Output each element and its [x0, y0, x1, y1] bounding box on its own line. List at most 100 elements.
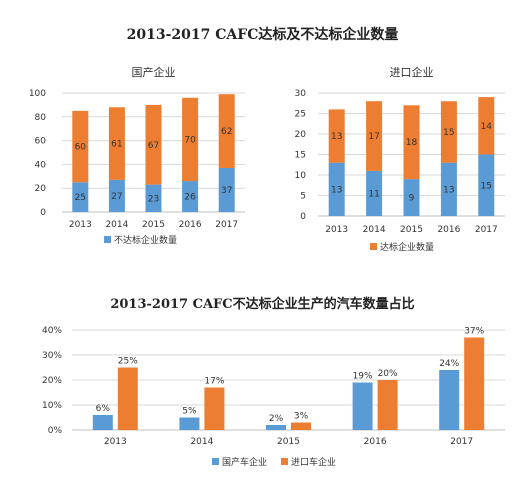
- share-x-tick-label: 2013: [104, 437, 127, 447]
- share-x-tick-label: 2017: [450, 437, 473, 447]
- share-data-label: 25%: [118, 357, 138, 367]
- import-y-tick-label: 10: [295, 171, 307, 181]
- domestic-data-label: 62: [221, 127, 232, 137]
- import-data-label: 14: [481, 122, 493, 132]
- import-bar-lower: [478, 154, 495, 216]
- share-bar-import: [117, 367, 138, 430]
- share-data-label: 37%: [464, 327, 484, 337]
- domestic-data-label: 27: [111, 192, 122, 202]
- import-bar-upper: [478, 97, 495, 155]
- domestic-bar-upper: [145, 104, 162, 185]
- import-chart-title: 进口企业: [390, 65, 434, 79]
- import-x-tick-label: 2015: [400, 225, 423, 235]
- import-data-label: 17: [368, 132, 379, 142]
- share-bar-domestic: [92, 415, 113, 430]
- import-data-label: 13: [443, 185, 454, 195]
- share-data-label: 5%: [182, 407, 197, 417]
- import-data-label: 9: [409, 194, 415, 204]
- domestic-bar-lower: [72, 182, 89, 212]
- bottom-chart-title: 2013-2017 CAFC不达标企业生产的汽车数量占比: [110, 297, 415, 312]
- share-bar-domestic: [179, 417, 200, 430]
- import-data-label: 15: [481, 181, 492, 191]
- share-data-label: 24%: [439, 359, 459, 369]
- domestic-data-label: 26: [184, 193, 196, 203]
- share-y-tick-label: 40%: [42, 326, 62, 336]
- domestic-legend-label: 不达标企业数量: [114, 234, 177, 246]
- domestic-y-tick-label: 0: [40, 208, 46, 218]
- domestic-bar-upper: [218, 94, 235, 168]
- import-bar-lower: [403, 179, 420, 216]
- share-bar-domestic: [352, 382, 373, 430]
- domestic-legend-swatch: [104, 236, 111, 243]
- domestic-bar-lower: [145, 184, 162, 212]
- share-y-tick-label: 10%: [42, 401, 62, 411]
- import-legend-swatch: [370, 243, 377, 250]
- import-bar-upper: [366, 101, 383, 171]
- import-y-tick-label: 30: [295, 89, 307, 99]
- share-x-tick-label: 2014: [190, 437, 213, 447]
- share-legend-swatch: [212, 458, 219, 465]
- domestic-y-tick-label: 100: [29, 89, 46, 99]
- import-data-label: 13: [331, 132, 342, 142]
- domestic-data-label: 61: [111, 140, 122, 150]
- domestic-data-label: 70: [184, 135, 196, 145]
- share-legend-label: 进口车企业: [291, 456, 336, 468]
- share-bar-import: [204, 387, 225, 430]
- import-y-tick-label: 20: [295, 130, 307, 140]
- domestic-x-tick-label: 2014: [105, 220, 128, 230]
- import-y-tick-label: 25: [295, 110, 306, 120]
- share-legend-swatch: [281, 458, 288, 465]
- import-bar-upper: [403, 105, 420, 180]
- share-bar-import: [291, 422, 311, 430]
- domestic-x-tick-label: 2015: [142, 220, 165, 230]
- import-bar-upper: [328, 109, 345, 163]
- import-y-tick-label: 0: [300, 212, 306, 222]
- domestic-data-label: 60: [75, 143, 87, 153]
- share-bar-import: [464, 337, 485, 430]
- domestic-bar-upper: [108, 107, 125, 180]
- import-data-label: 18: [406, 138, 418, 148]
- import-bar-lower: [328, 162, 345, 216]
- share-data-label: 2%: [269, 414, 284, 424]
- share-data-label: 3%: [294, 412, 309, 422]
- domestic-x-tick-label: 2016: [179, 220, 202, 230]
- domestic-x-tick-label: 2017: [215, 220, 238, 230]
- import-bar-lower: [366, 170, 383, 216]
- domestic-bar-lower: [218, 167, 235, 212]
- import-y-tick-label: 15: [295, 151, 306, 161]
- domestic-data-label: 25: [75, 193, 86, 203]
- domestic-y-tick-label: 40: [35, 160, 47, 170]
- domestic-bar-lower: [108, 179, 125, 212]
- domestic-y-tick-label: 80: [35, 113, 47, 123]
- import-x-tick-label: 2016: [437, 225, 460, 235]
- share-x-tick-label: 2015: [277, 437, 300, 447]
- domestic-chart-title: 国产企业: [132, 65, 176, 79]
- share-y-tick-label: 20%: [42, 376, 62, 386]
- share-data-label: 19%: [353, 372, 373, 382]
- share-x-tick-label: 2016: [364, 437, 387, 447]
- import-x-tick-label: 2017: [475, 225, 498, 235]
- import-data-label: 13: [331, 185, 342, 195]
- share-legend-label: 国产车企业: [222, 456, 267, 468]
- import-x-tick-label: 2013: [325, 225, 348, 235]
- import-data-label: 15: [443, 128, 454, 138]
- share-y-tick-label: 0%: [48, 426, 63, 436]
- import-y-tick-label: 5: [300, 192, 306, 202]
- import-bar-lower: [440, 162, 457, 216]
- import-x-tick-label: 2014: [363, 225, 386, 235]
- share-data-label: 6%: [96, 404, 111, 414]
- domestic-data-label: 23: [148, 194, 159, 204]
- share-y-tick-label: 30%: [42, 351, 62, 361]
- domestic-bar-upper: [72, 110, 89, 183]
- import-data-label: 11: [368, 189, 379, 199]
- share-bar-domestic: [439, 370, 460, 430]
- share-bar-import: [377, 380, 398, 430]
- share-data-label: 17%: [204, 377, 224, 387]
- domestic-x-tick-label: 2013: [69, 220, 92, 230]
- domestic-data-label: 37: [221, 186, 232, 196]
- domestic-bar-lower: [182, 181, 199, 212]
- share-data-label: 20%: [378, 369, 398, 379]
- import-legend-label: 达标企业数量: [380, 241, 434, 253]
- domestic-y-tick-label: 20: [35, 184, 47, 194]
